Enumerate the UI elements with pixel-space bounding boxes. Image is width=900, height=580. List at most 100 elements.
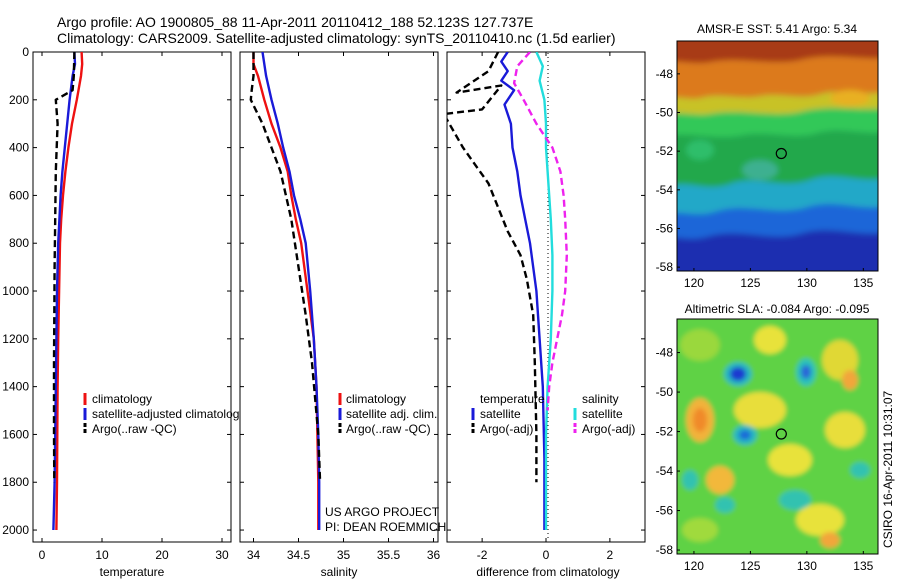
x-tick-label: 0 bbox=[39, 548, 46, 562]
x-tick-label: 36 bbox=[427, 548, 441, 562]
figure-title-line2: Climatology: CARS2009. Satellite-adjuste… bbox=[57, 30, 615, 46]
map-y-tick-label: -58 bbox=[656, 543, 674, 557]
map-y-tick-label: -56 bbox=[656, 504, 674, 518]
map-x-tick-label: 135 bbox=[853, 559, 873, 573]
sst-map-argo-location-marker bbox=[775, 147, 787, 160]
x-tick-label: 30 bbox=[215, 548, 229, 562]
y-tick-label: 1800 bbox=[2, 475, 29, 489]
y-tick-label: 1400 bbox=[2, 380, 29, 394]
credit-pi: PI: DEAN ROEMMICH bbox=[325, 520, 446, 534]
y-tick-label: 1600 bbox=[2, 427, 29, 441]
map-x-tick-label: 120 bbox=[684, 559, 704, 573]
sst-map-panel: AMSR-E SST: 5.41 Argo: 5.34 -48 -50 -52 -54… bbox=[656, 22, 879, 290]
salinity-series bbox=[249, 52, 322, 530]
legend-label-argo: Argo(..raw -QC) bbox=[92, 422, 177, 436]
sst-map-frame bbox=[676, 40, 879, 272]
sla-map-x-ticks: 120 125 130 135 bbox=[684, 551, 874, 573]
x-tick-label: -2 bbox=[477, 548, 488, 562]
x-tick-label: 35 bbox=[337, 548, 351, 562]
difference-legend: temperature satellite Argo(-adj) salinit… bbox=[471, 392, 635, 436]
temperature-x-label: temperature bbox=[100, 565, 165, 579]
x-tick-label: 34.5 bbox=[287, 548, 311, 562]
legend-label-satellite: satellite-adjusted climatology bbox=[92, 407, 245, 421]
sst-map-title: AMSR-E SST: 5.41 Argo: 5.34 bbox=[697, 22, 857, 36]
temperature-legend: climatology satellite-adjusted climatolo… bbox=[83, 392, 245, 436]
legend-label-climatology: climatology bbox=[346, 392, 406, 406]
series-line-satellite bbox=[535, 52, 554, 530]
legend-title-temperature: temperature bbox=[480, 392, 545, 406]
sla-map-y-ticks: -48 -50 -52 -54 -56 -58 bbox=[656, 346, 680, 557]
y-tick-label: 400 bbox=[9, 141, 29, 155]
map-x-tick-label: 130 bbox=[797, 559, 817, 573]
y-tick-label: 2000 bbox=[2, 523, 29, 537]
difference-x-ticks: -2 0 2 bbox=[477, 52, 614, 562]
difference-series bbox=[447, 52, 568, 530]
legend-label-temp-argo: Argo(-adj) bbox=[480, 422, 533, 436]
difference-y-ticks bbox=[447, 51, 645, 531]
series-line-argo-adj bbox=[447, 52, 538, 483]
legend-label-argo: Argo(..raw -QC) bbox=[346, 422, 431, 436]
salinity-legend: climatology satellite adj. clim. Argo(..… bbox=[338, 392, 437, 436]
y-tick-label: 0 bbox=[22, 45, 29, 59]
map-x-tick-label: 120 bbox=[684, 276, 704, 290]
map-y-tick-label: -54 bbox=[656, 183, 674, 197]
y-tick-label: 1200 bbox=[2, 332, 29, 346]
x-tick-label: 34 bbox=[247, 548, 261, 562]
temperature-y-ticks: 0 200 400 600 800 1000 1200 1400 1600 1800 2000 bbox=[2, 45, 231, 537]
series-line-argo-adj bbox=[512, 52, 568, 411]
creation-stamp: CSIRO 16-Apr-2011 10:31:07 bbox=[881, 390, 895, 548]
legend-label-sal-satellite: satellite bbox=[582, 407, 623, 421]
sla-map-panel: Altimetric SLA: -0.084 Argo: -0.095 bbox=[656, 302, 879, 573]
legend-label-climatology: climatology bbox=[92, 392, 152, 406]
y-tick-label: 800 bbox=[9, 236, 29, 250]
series-line-climatology bbox=[55, 52, 84, 531]
y-tick-label: 1000 bbox=[2, 284, 29, 298]
sst-map-x-ticks: 120 125 130 135 bbox=[684, 268, 874, 290]
x-tick-label: 0 bbox=[543, 548, 550, 562]
sst-map-field bbox=[677, 41, 878, 271]
series-line-argo-raw-qc bbox=[52, 52, 76, 483]
series-line-satellite bbox=[500, 52, 546, 530]
sla-map-title: Altimetric SLA: -0.084 Argo: -0.095 bbox=[685, 302, 870, 316]
legend-title-salinity: salinity bbox=[582, 392, 619, 406]
y-tick-label: 200 bbox=[9, 93, 29, 107]
sst-map-y-ticks: -48 -50 -52 -54 -56 -58 bbox=[656, 67, 680, 274]
difference-panel: -2 0 2 difference from climatology tempera… bbox=[446, 51, 646, 579]
map-y-tick-label: -48 bbox=[656, 346, 674, 360]
map-y-tick-label: -50 bbox=[656, 106, 674, 120]
map-x-tick-label: 135 bbox=[853, 276, 873, 290]
sla-map-argo-location-marker bbox=[775, 428, 787, 440]
series-line-argo-raw-qc bbox=[249, 52, 322, 483]
salinity-y-ticks bbox=[240, 51, 438, 531]
sla-map-frame bbox=[676, 318, 879, 555]
map-y-tick-label: -56 bbox=[656, 221, 674, 235]
y-tick-label: 600 bbox=[9, 188, 29, 202]
difference-x-label: difference from climatology bbox=[476, 565, 619, 579]
map-y-tick-label: -52 bbox=[656, 144, 674, 158]
map-x-tick-label: 125 bbox=[740, 276, 760, 290]
x-tick-label: 20 bbox=[155, 548, 169, 562]
salinity-panel: 34 34.5 35 35.5 36 salinity climatology sate… bbox=[239, 51, 446, 579]
map-y-tick-label: -52 bbox=[656, 425, 674, 439]
salinity-x-ticks: 34 34.5 35 35.5 36 bbox=[247, 52, 441, 562]
map-y-tick-label: -54 bbox=[656, 464, 674, 478]
map-y-tick-label: -48 bbox=[656, 67, 674, 81]
map-x-tick-label: 130 bbox=[797, 276, 817, 290]
temperature-axes-frame bbox=[32, 51, 232, 543]
map-y-tick-label: -50 bbox=[656, 385, 674, 399]
credit-project: US ARGO PROJECT bbox=[325, 505, 440, 519]
temperature-x-ticks: 0 10 20 30 bbox=[39, 52, 229, 562]
salinity-x-label: salinity bbox=[321, 565, 358, 579]
salinity-axes-frame bbox=[239, 51, 439, 543]
temperature-panel: 0 200 400 600 800 1000 1200 1400 1600 1800 2000 0 1… bbox=[2, 45, 245, 579]
figure-title-line1: Argo profile: AO 1900805_88 11-Apr-2011 … bbox=[57, 14, 533, 30]
legend-label-sal-argo: Argo(-adj) bbox=[582, 422, 635, 436]
legend-label-temp-satellite: satellite bbox=[480, 407, 521, 421]
legend-label-satellite: satellite adj. clim. bbox=[346, 407, 437, 421]
x-tick-label: 2 bbox=[607, 548, 614, 562]
map-x-tick-label: 125 bbox=[740, 559, 760, 573]
x-tick-label: 10 bbox=[95, 548, 109, 562]
map-y-tick-label: -58 bbox=[656, 260, 674, 274]
x-tick-label: 35.5 bbox=[377, 548, 401, 562]
